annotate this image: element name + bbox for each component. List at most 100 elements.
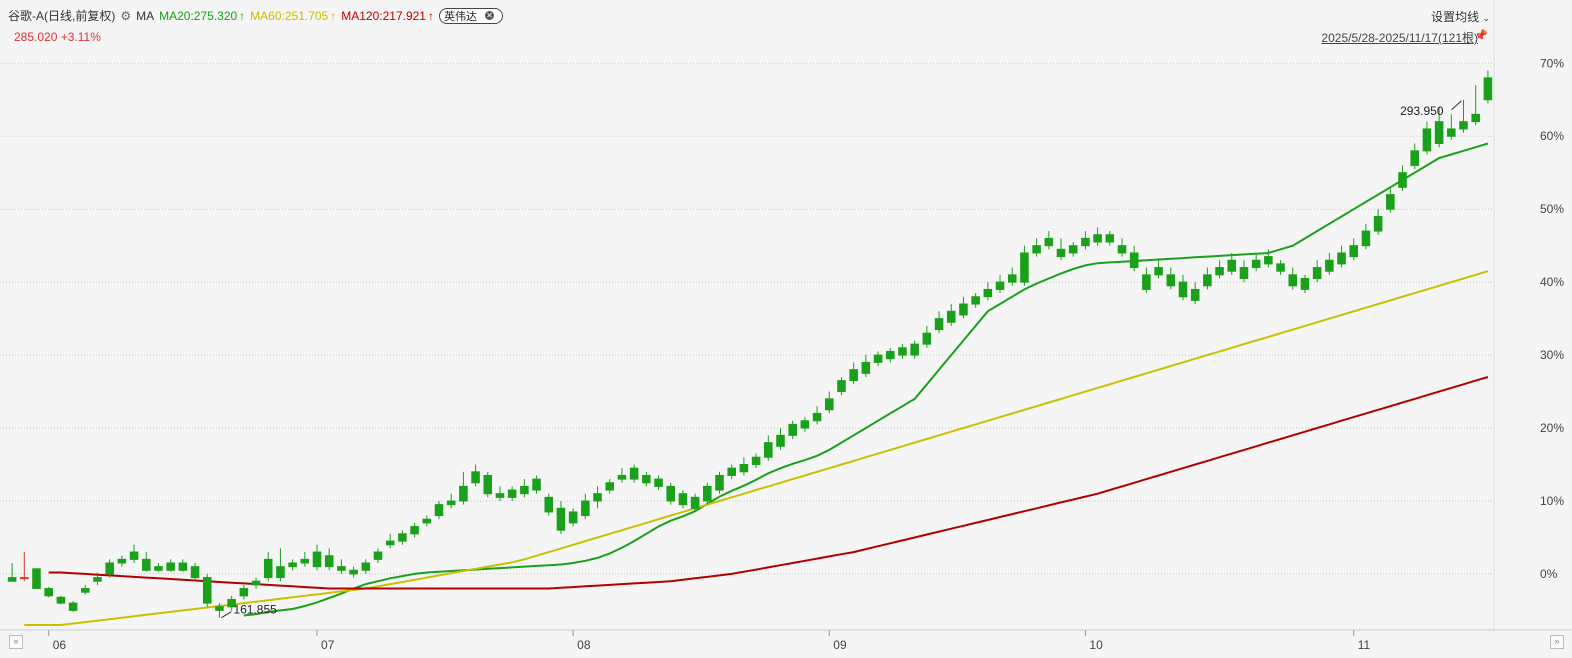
candle — [44, 588, 53, 597]
y-tick-label: 10% — [1540, 494, 1564, 508]
candle — [495, 493, 505, 498]
ma60-arrow-icon: ↑ — [330, 8, 337, 23]
x-tick-label: 06 — [53, 638, 67, 652]
candle — [227, 598, 236, 608]
candle — [837, 380, 846, 393]
candle — [885, 350, 895, 360]
candle — [946, 310, 956, 323]
candle — [129, 551, 139, 560]
candle — [764, 442, 773, 458]
candle — [629, 467, 639, 480]
candle — [1068, 245, 1078, 254]
candle — [422, 518, 432, 524]
candle — [568, 511, 578, 524]
candle — [1373, 215, 1383, 232]
candle — [300, 558, 310, 564]
candle — [93, 577, 102, 582]
set-ma-label: 设置均线 — [1431, 10, 1480, 24]
candle — [1044, 237, 1054, 247]
low-pointer — [221, 611, 232, 619]
compare-tag[interactable]: 英伟达 ✕ — [438, 7, 503, 24]
ma-label: MA — [136, 8, 155, 23]
candle — [995, 281, 1005, 290]
candle — [776, 434, 785, 447]
candle — [544, 496, 554, 513]
candle — [556, 507, 566, 531]
candle — [1483, 77, 1493, 101]
candle — [1020, 252, 1029, 283]
scroll-right-button[interactable]: » — [1550, 635, 1564, 649]
candle — [276, 566, 285, 579]
candle — [617, 474, 627, 480]
candle — [1239, 267, 1249, 279]
candle — [739, 464, 749, 473]
ma60-value: MA60:251.705 — [250, 8, 329, 23]
candle — [56, 596, 66, 604]
candle — [166, 562, 175, 571]
candle — [1117, 245, 1127, 254]
candle — [80, 588, 90, 593]
y-tick-label: 0% — [1540, 567, 1558, 581]
candle — [178, 562, 188, 571]
set-ma-button[interactable]: 设置均线 ⌄ — [1431, 8, 1490, 25]
candle — [1337, 252, 1346, 265]
x-tick-label: 07 — [321, 638, 335, 652]
candle — [1007, 274, 1017, 283]
candle — [446, 500, 456, 506]
candle — [1056, 248, 1066, 258]
candle — [471, 471, 480, 484]
candle — [483, 474, 493, 495]
candle — [20, 577, 29, 580]
period-label[interactable]: (日线,前复权) — [44, 9, 116, 23]
ma-line-ma60 — [24, 270, 1489, 626]
candle — [1386, 194, 1395, 210]
scroll-left-button[interactable]: « — [9, 635, 23, 649]
candle — [666, 485, 676, 502]
candle — [239, 588, 249, 597]
candle — [251, 580, 261, 586]
chart-header: 谷歌-A (日线,前复权) ⚙ MA MA20:275.320 ↑ MA60:25… — [8, 7, 508, 24]
candle — [349, 569, 358, 575]
candle — [1203, 274, 1212, 287]
candle — [971, 296, 980, 305]
candle — [703, 485, 712, 502]
candle — [410, 526, 419, 535]
candle — [654, 478, 663, 487]
candle — [922, 332, 932, 345]
pin-icon[interactable]: 📌 — [1474, 30, 1488, 42]
low-label: 161.855 — [233, 603, 277, 617]
ma20-arrow-icon: ↑ — [239, 8, 246, 23]
candle — [849, 369, 858, 382]
candle — [288, 562, 297, 568]
candle — [642, 474, 651, 484]
candle — [1361, 230, 1371, 247]
candle — [1129, 252, 1139, 269]
candle — [898, 347, 907, 356]
close-icon[interactable]: ✕ — [484, 11, 494, 20]
candle — [824, 398, 834, 411]
candle — [1288, 274, 1298, 287]
candle — [1398, 172, 1407, 188]
stock-name[interactable]: 谷歌-A — [8, 9, 45, 23]
y-tick-label: 70% — [1540, 56, 1564, 70]
candle — [1215, 267, 1224, 276]
candle — [1142, 274, 1151, 290]
candle — [373, 551, 383, 560]
candle — [1434, 121, 1444, 145]
candle — [593, 493, 602, 502]
date-range[interactable]: 2025/5/28-2025/11/17(121根) — [1321, 31, 1478, 45]
x-tick-label: 08 — [577, 638, 591, 652]
candle — [934, 318, 944, 331]
candle — [1264, 256, 1273, 265]
ma-line-ma120 — [48, 376, 1489, 590]
candle — [1312, 267, 1322, 279]
candle — [751, 456, 761, 466]
candle — [507, 489, 517, 498]
candle — [1447, 128, 1456, 137]
x-tick-label: 11 — [1358, 638, 1371, 652]
candle — [337, 566, 346, 571]
candle — [1471, 113, 1480, 123]
gear-icon[interactable]: ⚙ — [120, 8, 132, 23]
candle — [1032, 245, 1041, 254]
